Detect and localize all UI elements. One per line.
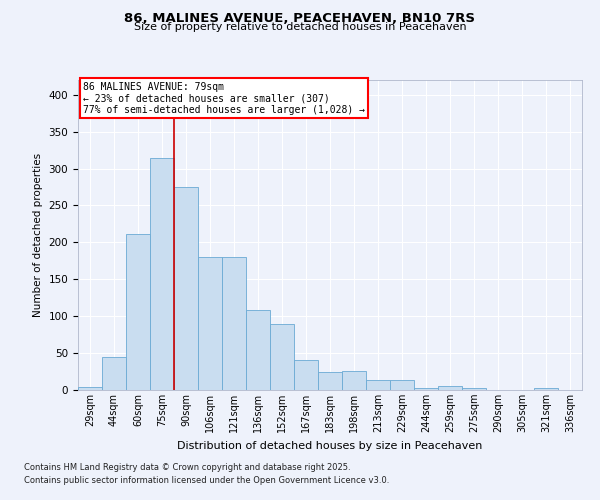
Bar	[270, 324, 294, 390]
Text: Contains HM Land Registry data © Crown copyright and database right 2025.: Contains HM Land Registry data © Crown c…	[24, 464, 350, 472]
X-axis label: Distribution of detached houses by size in Peacehaven: Distribution of detached houses by size …	[178, 440, 482, 450]
Bar	[438, 386, 462, 390]
Text: Contains public sector information licensed under the Open Government Licence v3: Contains public sector information licen…	[24, 476, 389, 485]
Bar	[294, 360, 318, 390]
Bar	[198, 257, 222, 390]
Bar	[318, 372, 342, 390]
Bar	[222, 257, 246, 390]
Bar	[174, 187, 198, 390]
Bar	[150, 158, 174, 390]
Bar	[246, 310, 270, 390]
Bar	[342, 371, 366, 390]
Y-axis label: Number of detached properties: Number of detached properties	[33, 153, 43, 317]
Text: 86, MALINES AVENUE, PEACEHAVEN, BN10 7RS: 86, MALINES AVENUE, PEACEHAVEN, BN10 7RS	[125, 12, 476, 26]
Bar	[126, 234, 150, 390]
Bar	[534, 388, 558, 390]
Text: 86 MALINES AVENUE: 79sqm
← 23% of detached houses are smaller (307)
77% of semi-: 86 MALINES AVENUE: 79sqm ← 23% of detach…	[83, 82, 365, 115]
Text: Size of property relative to detached houses in Peacehaven: Size of property relative to detached ho…	[134, 22, 466, 32]
Bar	[462, 388, 486, 390]
Bar	[390, 380, 414, 390]
Bar	[102, 357, 126, 390]
Bar	[414, 388, 438, 390]
Bar	[366, 380, 390, 390]
Bar	[78, 387, 102, 390]
